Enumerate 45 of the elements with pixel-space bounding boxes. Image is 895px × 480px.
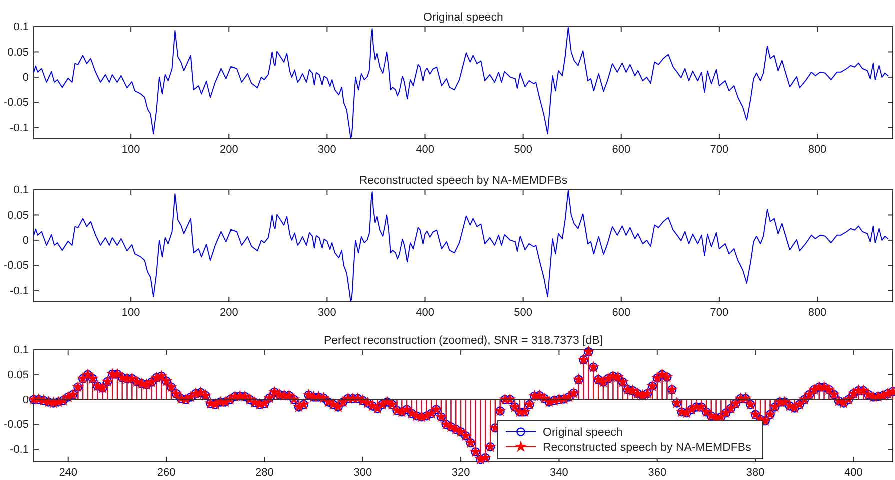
- chart-title: Perfect reconstruction (zoomed), SNR = 318.7373 [dB]: [324, 335, 604, 347]
- y-tick-label: -0.05: [4, 97, 29, 110]
- x-tick-label: 360: [648, 466, 667, 479]
- y-tick-label: -0.05: [4, 260, 29, 272]
- legend-label: Original speech: [543, 427, 623, 439]
- x-tick-label: 700: [710, 144, 729, 156]
- x-tick-label: 240: [59, 466, 78, 479]
- y-tick-label: 0: [22, 234, 29, 247]
- x-tick-label: 300: [354, 466, 372, 479]
- y-tick-label: 0.1: [14, 22, 29, 34]
- x-tick-label: 600: [612, 306, 631, 319]
- x-tick-label: 400: [416, 144, 434, 156]
- y-tick-label: 0: [22, 72, 29, 84]
- chart-title: Original speech: [424, 12, 504, 24]
- x-tick-label: 280: [256, 466, 274, 479]
- chart-title: Reconstructed speech by NA-MEMDFBs: [359, 175, 568, 187]
- x-tick-label: 380: [746, 466, 765, 479]
- x-tick-label: 100: [122, 144, 140, 156]
- x-tick-label: 200: [220, 306, 238, 319]
- y-tick-label: -0.1: [10, 122, 29, 134]
- x-tick-label: 200: [220, 144, 238, 156]
- x-tick-label: 260: [157, 466, 176, 479]
- x-tick-label: 800: [808, 144, 827, 156]
- y-tick-label: 0: [22, 394, 29, 406]
- y-tick-label: 0.05: [8, 369, 29, 382]
- y-tick-label: -0.05: [4, 419, 29, 432]
- x-tick-label: 100: [122, 306, 140, 319]
- x-tick-label: 600: [612, 144, 631, 156]
- x-tick-label: 340: [550, 466, 568, 479]
- x-tick-label: 400: [844, 466, 863, 479]
- x-tick-label: 800: [808, 306, 827, 319]
- x-tick-label: 400: [416, 306, 434, 319]
- x-tick-label: 700: [710, 306, 729, 319]
- legend-label: Reconstructed speech by NA-MEMDFBs: [543, 442, 752, 454]
- y-tick-label: 0.05: [8, 210, 29, 222]
- y-tick-label: -0.1: [10, 444, 29, 456]
- x-tick-label: 320: [452, 466, 470, 479]
- y-tick-label: 0.1: [14, 184, 29, 197]
- y-tick-label: 0.1: [14, 344, 29, 357]
- x-tick-label: 300: [318, 144, 336, 156]
- y-tick-label: 0.05: [8, 46, 29, 59]
- x-tick-label: 300: [318, 306, 336, 319]
- x-tick-label: 500: [514, 306, 532, 319]
- x-tick-label: 500: [514, 144, 532, 156]
- y-tick-label: -0.1: [10, 285, 29, 298]
